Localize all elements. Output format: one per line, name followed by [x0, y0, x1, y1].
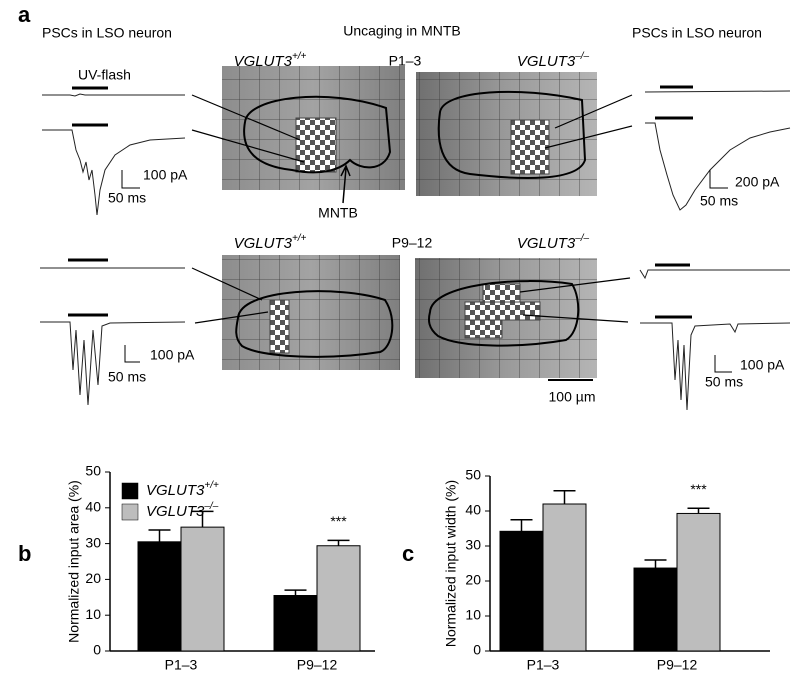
- bar: [180, 526, 225, 652]
- uv-flash-label: UV-flash: [78, 67, 131, 83]
- age: P1–3: [389, 53, 422, 69]
- y-tick-label: 20: [465, 572, 481, 588]
- bar: [316, 545, 361, 652]
- scale-label: 50 ms: [705, 374, 743, 390]
- bar: [542, 503, 587, 652]
- genotype: VGLUT3–/–: [517, 51, 590, 70]
- scale-label: 100 pA: [143, 167, 188, 183]
- arrow: [340, 164, 351, 204]
- scale-label: 100 pA: [740, 357, 785, 373]
- bar: [137, 541, 182, 652]
- y-tick-label: 30: [85, 534, 101, 550]
- y-axis-label: Normalized input width (%): [443, 480, 459, 647]
- genotype: VGLUT3–/–: [517, 233, 590, 252]
- legend-label: VGLUT3–/–: [146, 501, 219, 520]
- genotype: VGLUT3+/+: [234, 233, 307, 252]
- x-tick-label: P9–12: [297, 657, 338, 673]
- image-ko-young: [416, 72, 597, 196]
- panel-label: a: [18, 2, 31, 27]
- bar: [676, 512, 721, 652]
- legend-swatch: [121, 503, 139, 521]
- bar: [633, 567, 678, 652]
- age: P9–12: [392, 235, 433, 251]
- y-tick-label: 10: [465, 607, 481, 623]
- significance: ***: [330, 513, 347, 529]
- x-tick-label: P1–3: [527, 657, 560, 673]
- y-tick-label: 40: [465, 502, 481, 518]
- scale-label: 50 ms: [700, 193, 738, 209]
- y-axis-label: Normalized input area (%): [66, 480, 82, 643]
- panel-label: c: [402, 541, 414, 566]
- y-tick-label: 0: [473, 642, 481, 658]
- bar: [499, 530, 544, 652]
- legend-label: VGLUT3+/+: [146, 480, 219, 499]
- significance: ***: [690, 481, 707, 497]
- y-tick-label: 0: [93, 642, 101, 658]
- y-tick-label: 50: [85, 463, 101, 479]
- y-tick-label: 20: [85, 570, 101, 586]
- y-tick-label: 30: [465, 537, 481, 553]
- genotype: VGLUT3+/+: [234, 51, 307, 70]
- image-wt-old: [222, 255, 400, 370]
- scale-label: 200 pA: [735, 174, 780, 190]
- bar: [273, 595, 318, 652]
- scale-label: 50 ms: [108, 190, 146, 206]
- scale-label: 50 ms: [108, 369, 146, 385]
- legend-swatch: [121, 482, 139, 500]
- right-title: PSCs in LSO neuron: [632, 25, 762, 41]
- y-tick-label: 40: [85, 499, 101, 515]
- left-title: PSCs in LSO neuron: [42, 25, 172, 41]
- panel-label: b: [18, 541, 31, 566]
- scale-bar-label: 100 µm: [549, 389, 596, 405]
- x-tick-label: P9–12: [657, 657, 698, 673]
- traces: UV-flash 100 pA 50 ms 200 pA 50 ms 100 p…: [40, 67, 791, 411]
- mntb-label: MNTB: [318, 205, 358, 221]
- y-tick-label: 50: [465, 467, 481, 483]
- x-tick-label: P1–3: [165, 657, 198, 673]
- y-tick-label: 10: [85, 606, 101, 622]
- scale-label: 100 pA: [150, 347, 195, 363]
- image-wt-young: [222, 66, 405, 190]
- center-title: Uncaging in MNTB: [343, 23, 461, 39]
